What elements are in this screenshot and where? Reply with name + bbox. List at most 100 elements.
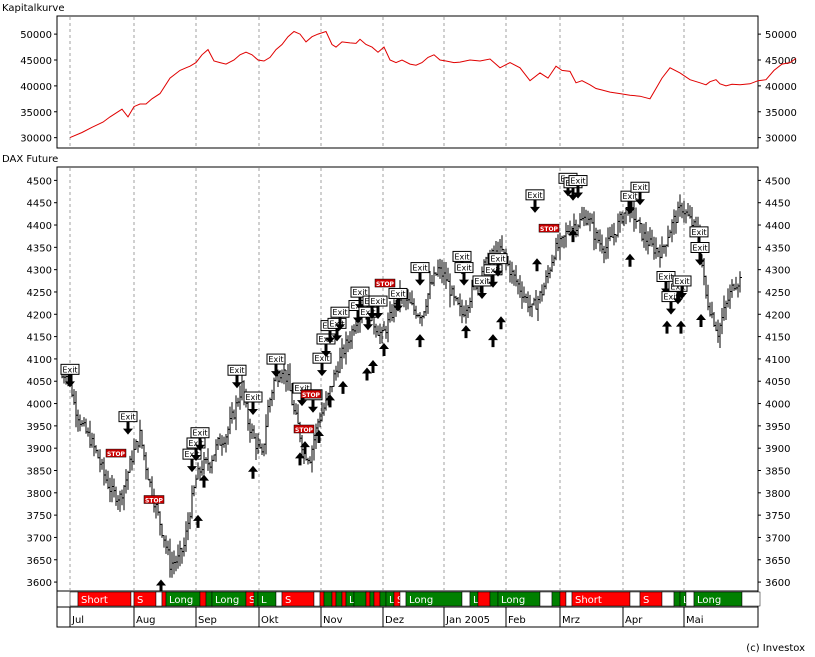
position-segment-short — [161, 591, 167, 607]
position-segment-long — [369, 591, 375, 607]
exit-signal: Exit — [410, 262, 430, 286]
down-arrow-icon — [373, 306, 383, 320]
price-left-tick-label: 4050 — [27, 377, 52, 388]
price-left-tick-label: 4200 — [27, 310, 52, 321]
down-arrow-icon — [573, 185, 583, 199]
exit-signal: Exit — [312, 352, 332, 377]
position-segment-label: Long — [697, 595, 721, 606]
exit-label: Exit — [622, 192, 637, 201]
position-segment-long — [551, 591, 561, 607]
price-right-tick-label: 4450 — [765, 199, 790, 210]
exit-signal: Exit — [388, 287, 408, 312]
stop-label-box — [143, 495, 165, 504]
price-right-tick-label: 4200 — [765, 310, 790, 321]
down-arrow-icon — [232, 375, 242, 389]
position-segment-flat — [461, 591, 471, 607]
position-segment-flat — [130, 591, 135, 607]
down-arrow-icon — [563, 183, 573, 197]
down-arrow-icon — [335, 317, 345, 331]
exit-label: Exit — [294, 384, 309, 393]
down-arrow-icon — [321, 343, 331, 357]
down-arrow-icon — [666, 301, 676, 315]
price-left-tick-label: 4250 — [27, 288, 52, 299]
position-segment-long — [335, 591, 343, 607]
month-label: Apr — [625, 615, 643, 626]
position-segment-flat — [275, 591, 283, 607]
month-label: Jan 2005 — [445, 615, 490, 626]
position-segment-long — [205, 591, 213, 607]
down-arrow-icon — [123, 421, 133, 435]
up-arrow-icon — [362, 367, 372, 381]
down-arrow-icon — [695, 252, 705, 266]
equity-left-tick-label: 40000 — [20, 82, 52, 93]
stop-label: STOP — [107, 451, 126, 458]
position-segment-label: S — [285, 595, 291, 606]
exit-signal: Exit — [60, 363, 80, 388]
price-left-tick-label: 3650 — [27, 556, 52, 567]
price-left-tick-label: 4150 — [27, 333, 52, 344]
exit-label: Exit — [390, 289, 405, 298]
position-segment-flat — [565, 591, 573, 607]
equity-left-tick-label: 45000 — [20, 56, 52, 67]
price-right-tick-label: 4500 — [765, 176, 790, 187]
month-label: Feb — [508, 615, 526, 626]
equity-curve-line — [69, 30, 797, 139]
equity-left-tick-label: 35000 — [20, 108, 52, 119]
position-segment-flat — [69, 591, 79, 607]
down-arrow-icon — [477, 285, 487, 299]
down-arrow-icon — [248, 402, 258, 416]
exit-signal: Exit — [568, 175, 588, 199]
month-label: Mai — [686, 615, 704, 626]
position-segment-flat — [155, 591, 163, 607]
up-arrow-icon — [338, 380, 348, 394]
price-left-tick-label: 3900 — [27, 444, 52, 455]
price-left-tick-label: 3700 — [27, 533, 52, 544]
position-segment-label: Long — [409, 595, 433, 606]
down-arrow-icon — [415, 272, 425, 286]
price-right-tick-label: 4050 — [765, 377, 790, 388]
price-right-tick-label: 4150 — [765, 333, 790, 344]
month-label: Sep — [198, 615, 217, 626]
up-arrow-icon — [568, 229, 578, 243]
down-arrow-icon — [367, 306, 377, 320]
position-segment-label: Short — [81, 595, 108, 606]
exit-label: Exit — [570, 177, 585, 186]
position-segment-flat — [741, 591, 761, 607]
stop-label-box — [105, 448, 127, 458]
exit-label: Exit — [245, 393, 260, 402]
month-label: Aug — [136, 615, 156, 626]
exit-label: Exit — [370, 297, 385, 306]
up-arrow-icon — [248, 465, 258, 479]
stop-signal: STOP — [143, 495, 165, 505]
up-arrow-icon — [696, 313, 706, 327]
down-arrow-icon — [297, 393, 307, 407]
position-segment-flat — [661, 591, 675, 607]
position-segment-flat — [539, 591, 553, 607]
position-segment-short — [477, 591, 491, 607]
position-segment-long — [353, 591, 367, 607]
stop-label: STOP — [145, 498, 164, 505]
exit-label: Exit — [360, 308, 375, 317]
exit-label: Exit — [268, 355, 283, 364]
position-segment-long — [379, 591, 387, 607]
price-left-tick-label: 4350 — [27, 243, 52, 254]
position-segment-label: L — [473, 595, 479, 606]
position-segment-label: L — [261, 595, 267, 606]
down-arrow-icon — [325, 330, 335, 344]
down-arrow-icon — [353, 310, 363, 324]
equity-panel-frame — [56, 15, 759, 149]
exit-signal: Exit — [227, 364, 247, 389]
exit-label: Exit — [120, 413, 135, 422]
exit-signal: Exit — [327, 317, 347, 342]
position-segment-long — [489, 591, 499, 607]
exit-signal: Exit — [672, 275, 692, 299]
equity-right-tick-label: 45000 — [765, 56, 797, 67]
month-label: Mrz — [562, 615, 580, 626]
position-segment-short — [199, 591, 207, 607]
exit-label: Exit — [412, 264, 427, 273]
exit-signal: Exit — [266, 353, 286, 378]
exit-signal: Exit — [330, 306, 350, 331]
down-arrow-icon — [635, 192, 645, 206]
